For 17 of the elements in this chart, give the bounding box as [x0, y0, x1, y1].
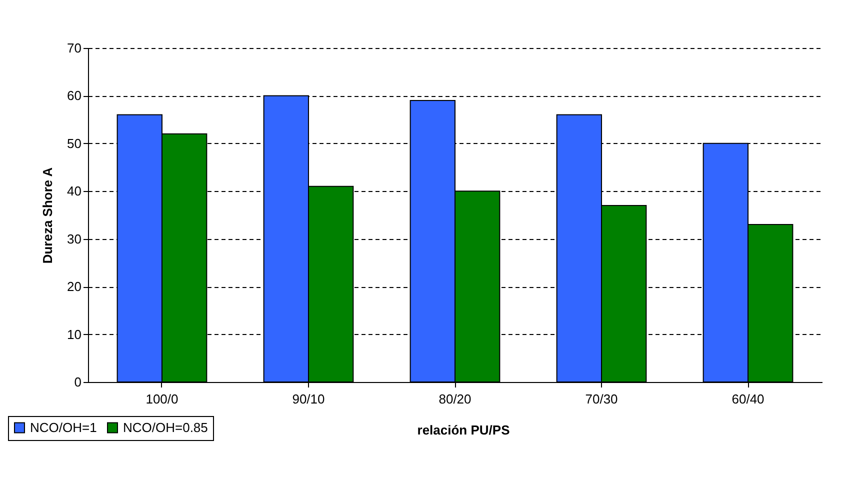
x-tick-label: 80/20	[438, 392, 472, 406]
y-tick-label: 60	[67, 88, 82, 104]
y-tick-label: 70	[67, 40, 82, 56]
y-tick-label: 20	[67, 279, 82, 294]
legend-label: NCO/OH=0.85	[123, 420, 208, 435]
x-tick-label: 90/10	[292, 392, 325, 406]
x-tick-label: 100/0	[146, 392, 178, 406]
x-tick-label: 70/30	[585, 392, 618, 406]
y-tick-label: 50	[67, 136, 82, 151]
legend-label: NCO/OH=1	[30, 420, 97, 435]
x-tick-label: 60/40	[732, 392, 764, 406]
y-tick-label: 0	[74, 374, 82, 390]
y-tick-label: 40	[67, 184, 82, 199]
y-tick-label: 30	[67, 231, 82, 246]
x-axis-title: relación PU/PS	[417, 422, 510, 438]
y-axis-title: Dureza Shore A	[40, 166, 56, 264]
y-tick-label: 10	[67, 326, 82, 342]
